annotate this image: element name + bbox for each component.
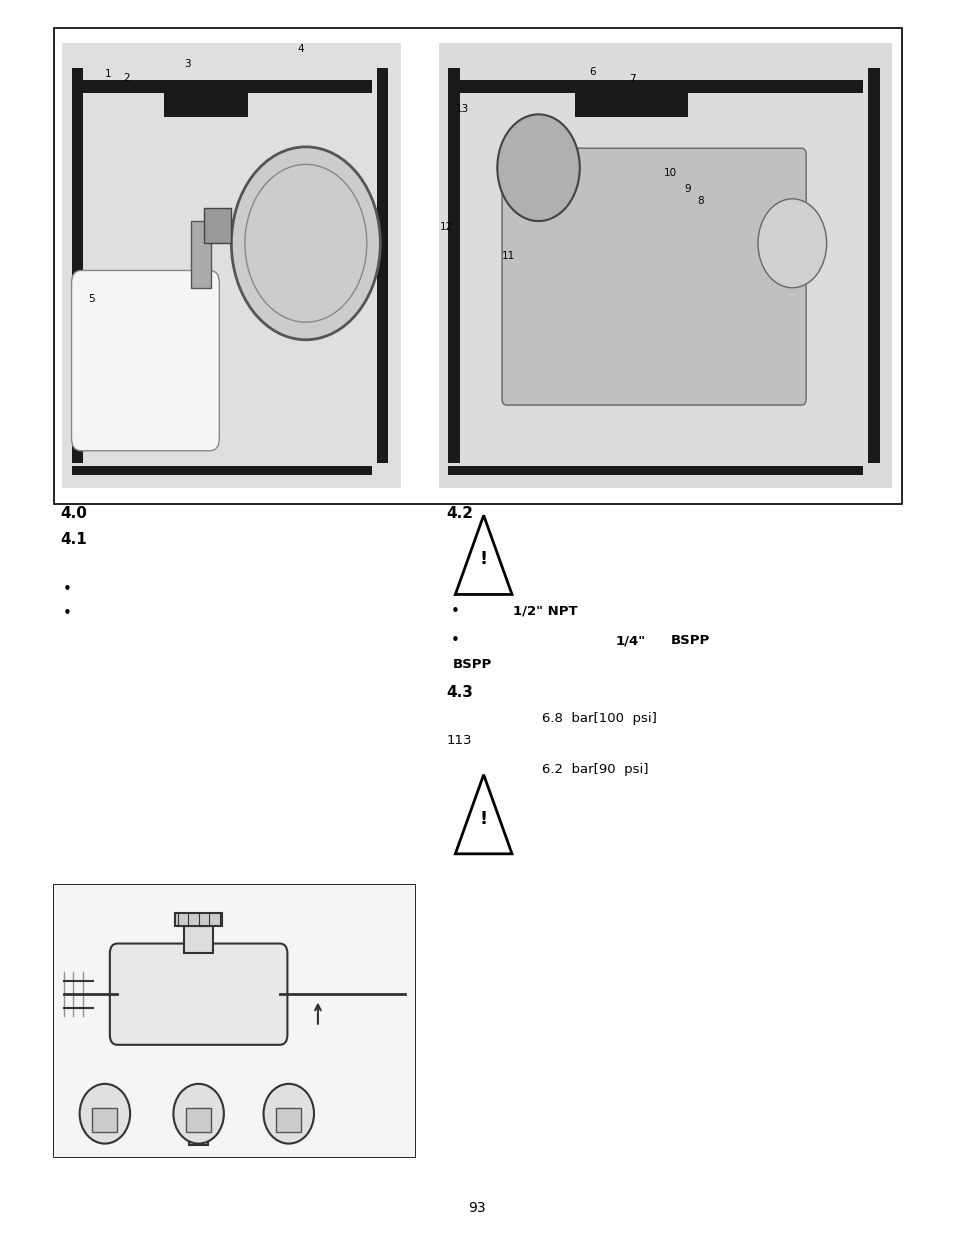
Bar bbox=[438, 43, 891, 488]
Bar bbox=[204, 207, 231, 243]
Text: !: ! bbox=[479, 551, 487, 568]
FancyBboxPatch shape bbox=[501, 148, 805, 405]
Bar bbox=[92, 1108, 117, 1131]
Ellipse shape bbox=[79, 1084, 130, 1144]
FancyBboxPatch shape bbox=[71, 270, 219, 451]
Text: •: • bbox=[450, 634, 458, 648]
Text: 4.3: 4.3 bbox=[446, 685, 473, 700]
Text: 6.2  bar[90  psi]: 6.2 bar[90 psi] bbox=[541, 763, 648, 776]
Text: 3: 3 bbox=[184, 59, 190, 69]
Bar bbox=[186, 1108, 211, 1131]
Polygon shape bbox=[455, 515, 512, 594]
Text: 113: 113 bbox=[446, 735, 472, 747]
Text: 1/4": 1/4" bbox=[615, 635, 645, 647]
Bar bbox=[448, 80, 862, 93]
Text: 5: 5 bbox=[89, 294, 94, 304]
Bar bbox=[174, 913, 222, 926]
Bar bbox=[275, 1108, 301, 1131]
Ellipse shape bbox=[173, 1084, 224, 1144]
Text: 1/2" NPT: 1/2" NPT bbox=[513, 605, 578, 618]
Text: 4: 4 bbox=[297, 44, 303, 54]
Text: 7: 7 bbox=[629, 74, 635, 84]
Text: 4.1: 4.1 bbox=[60, 532, 87, 547]
Bar bbox=[163, 80, 248, 117]
Bar bbox=[448, 68, 459, 463]
Circle shape bbox=[231, 147, 380, 340]
Text: •: • bbox=[63, 606, 71, 621]
Bar bbox=[71, 68, 83, 463]
Bar bbox=[71, 466, 372, 475]
Bar bbox=[62, 43, 400, 488]
Text: 6: 6 bbox=[589, 67, 595, 77]
Text: BSPP: BSPP bbox=[670, 635, 709, 647]
Text: 8: 8 bbox=[697, 196, 702, 206]
Bar bbox=[71, 80, 372, 93]
Bar bbox=[867, 68, 879, 463]
Ellipse shape bbox=[263, 1084, 314, 1144]
Bar bbox=[191, 221, 211, 288]
Text: 13: 13 bbox=[456, 104, 469, 114]
Text: 1: 1 bbox=[105, 69, 111, 79]
Text: 10: 10 bbox=[663, 168, 677, 178]
Text: BSPP: BSPP bbox=[453, 658, 492, 671]
Text: 9: 9 bbox=[684, 184, 690, 194]
Bar bbox=[184, 926, 213, 953]
Text: 12: 12 bbox=[439, 222, 453, 232]
Text: !: ! bbox=[479, 810, 487, 827]
Bar bbox=[54, 885, 415, 1157]
Bar bbox=[54, 885, 415, 1157]
Bar bbox=[189, 1113, 208, 1145]
Text: 93: 93 bbox=[468, 1200, 485, 1215]
Circle shape bbox=[757, 199, 825, 288]
FancyBboxPatch shape bbox=[110, 944, 287, 1045]
Text: 2: 2 bbox=[124, 73, 130, 83]
Bar bbox=[574, 80, 687, 117]
Circle shape bbox=[497, 115, 579, 221]
Text: •: • bbox=[63, 582, 71, 597]
Text: 4.0: 4.0 bbox=[60, 506, 87, 521]
Bar bbox=[376, 68, 388, 463]
Text: 6.8  bar[100  psi]: 6.8 bar[100 psi] bbox=[541, 713, 656, 725]
Text: 11: 11 bbox=[501, 251, 515, 261]
Text: •: • bbox=[450, 604, 458, 619]
Text: 4.2: 4.2 bbox=[446, 506, 473, 521]
Bar bbox=[448, 466, 862, 475]
Polygon shape bbox=[455, 774, 512, 853]
Bar bbox=[54, 28, 901, 504]
